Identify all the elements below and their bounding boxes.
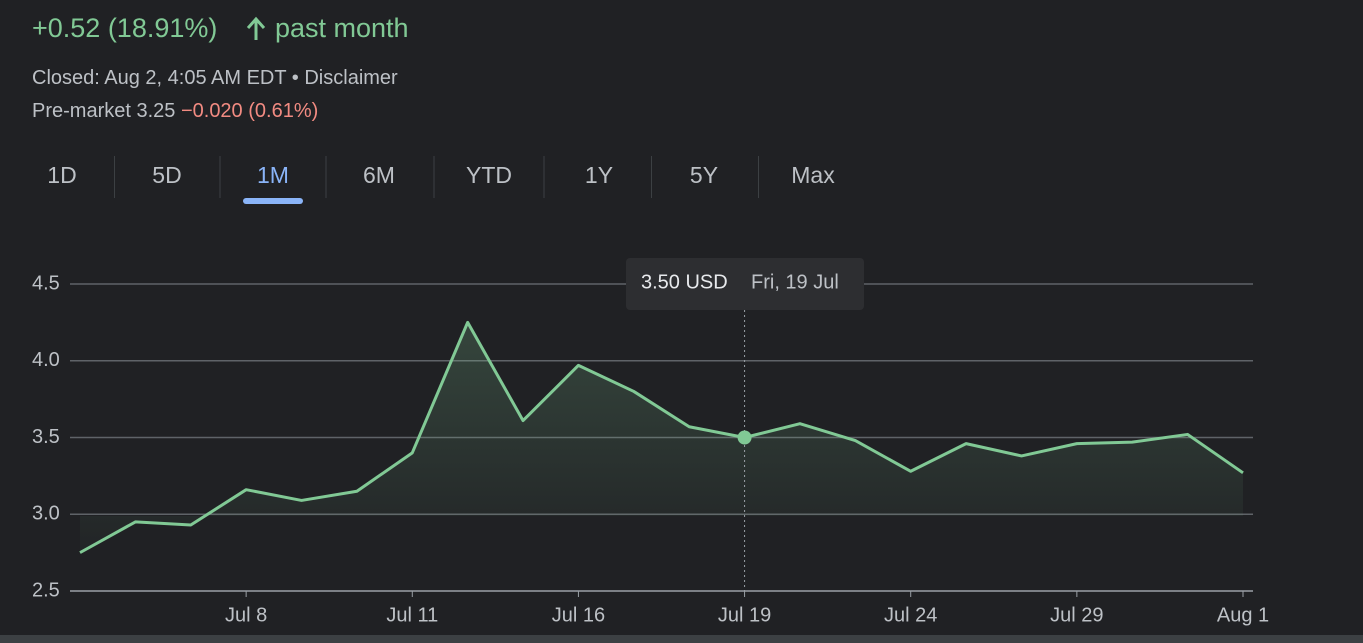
plot: 2.5 3.0 3.5 4.0 4.5 Jul 8 Jul 11 Jul 16 Jul 19 Ju… xyxy=(32,258,1269,626)
bottom-bar xyxy=(0,635,1363,643)
x-tick-label: Jul 29 xyxy=(1050,604,1103,626)
separator: • xyxy=(292,67,299,89)
premarket-change: −0.020 (0.61%) xyxy=(181,100,318,122)
change: +0.52 (18.91%) xyxy=(32,13,217,43)
tab[interactable]: 1D xyxy=(47,162,76,188)
tab[interactable]: 5Y xyxy=(690,162,718,188)
y-tick-label: 4.0 xyxy=(32,349,60,371)
tab[interactable]: 1M xyxy=(257,162,289,188)
hover-point xyxy=(737,430,752,445)
premarket-label: Pre-market 3.25 xyxy=(32,100,175,122)
closed: Closed: Aug 2, 4:05 AM EDT • Disclaimer xyxy=(32,67,398,89)
tab[interactable]: 6M xyxy=(363,162,395,188)
area xyxy=(80,322,1243,553)
y-tick-label: 4.5 xyxy=(32,272,60,294)
disclaimer[interactable]: Disclaimer xyxy=(304,67,398,89)
x-tick-label: Jul 8 xyxy=(225,604,267,626)
x-tick-label: Jul 24 xyxy=(884,604,937,626)
closed-time: Closed: Aug 2, 4:05 AM EDT xyxy=(32,67,286,89)
period: past month xyxy=(275,13,409,43)
up-arrow xyxy=(246,16,266,40)
tooltip xyxy=(626,258,864,310)
tooltip-price: 3.50 USD xyxy=(641,271,728,293)
tab-indicator xyxy=(243,198,303,204)
tab[interactable]: 1Y xyxy=(585,162,613,188)
x-tick-label: Jul 16 xyxy=(552,604,605,626)
tooltip-date: Fri, 19 Jul xyxy=(751,271,839,293)
tab[interactable]: Max xyxy=(791,162,835,188)
tab[interactable]: 5D xyxy=(152,162,181,188)
tab[interactable]: YTD xyxy=(466,162,512,188)
y-tick-label: 3.0 xyxy=(32,503,60,525)
y-tick-label: 2.5 xyxy=(32,579,60,601)
x-tick-label: Aug 1 xyxy=(1217,604,1269,626)
x-tick-label: Jul 11 xyxy=(386,604,438,626)
price-line xyxy=(79,320,1244,554)
y-tick-label: 3.5 xyxy=(32,426,60,448)
tabs: 1D 5D 1M 6M YTD 1Y 5Y Max xyxy=(47,156,835,204)
premarket: Pre-market 3.25 −0.020 (0.61%) xyxy=(32,100,318,122)
x-tick-label: Jul 19 xyxy=(718,604,771,626)
